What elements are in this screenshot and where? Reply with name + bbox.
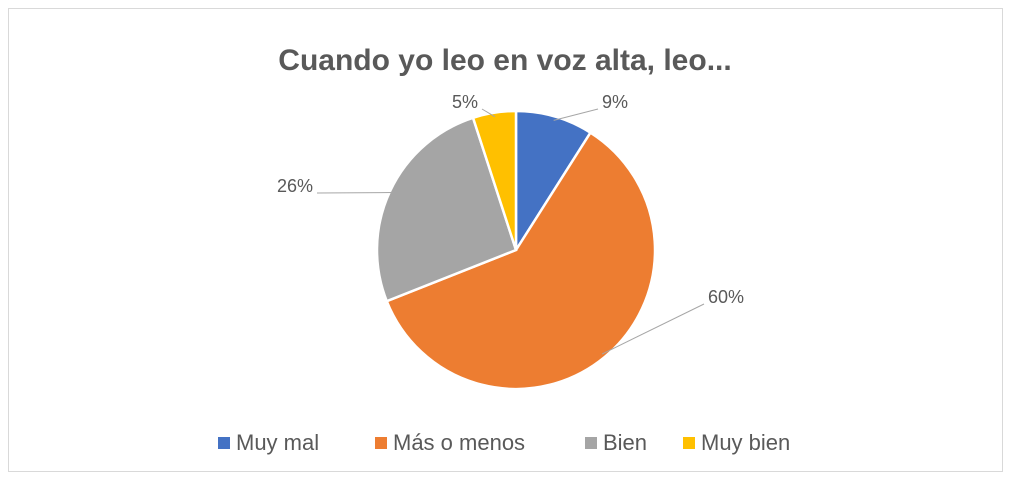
legend-swatch xyxy=(375,437,387,449)
legend-swatch xyxy=(218,437,230,449)
legend-label: Muy mal xyxy=(236,430,319,455)
leader-line xyxy=(553,108,599,121)
data-label: 60% xyxy=(708,287,744,307)
pie-slice xyxy=(471,109,518,251)
leader-line xyxy=(601,303,705,355)
pie-slice xyxy=(375,116,518,303)
pie-slice xyxy=(514,109,593,255)
data-label: 26% xyxy=(277,176,313,196)
legend-label: Muy bien xyxy=(701,430,790,455)
data-label: 9% xyxy=(602,92,628,112)
data-label: 5% xyxy=(452,92,478,112)
legend-label: Bien xyxy=(603,430,647,455)
legend-swatch xyxy=(585,437,597,449)
legend-label: Más o menos xyxy=(393,430,525,455)
pie-slice xyxy=(385,130,657,391)
chart-title: Cuando yo leo en voz alta, leo... xyxy=(278,44,731,77)
legend-swatch xyxy=(683,437,695,449)
leader-line xyxy=(481,108,496,118)
